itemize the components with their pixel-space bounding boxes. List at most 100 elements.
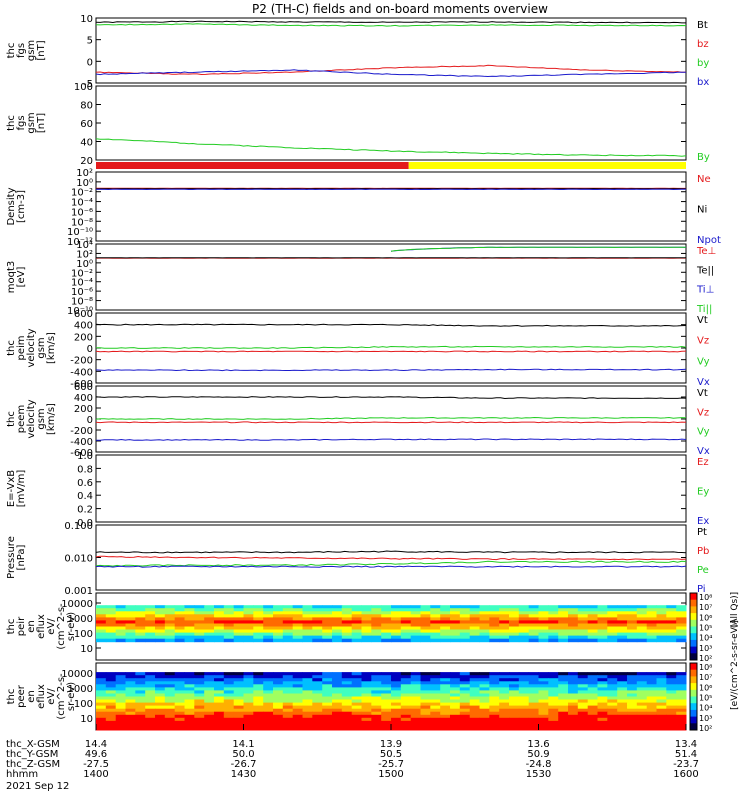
- heat-cell: [302, 626, 313, 630]
- heat-cell: [332, 635, 343, 640]
- heat-cell: [194, 690, 205, 694]
- heat-cell: [155, 611, 166, 615]
- heat-cell: [273, 638, 284, 643]
- heat-cell: [253, 690, 264, 694]
- heat-cell: [518, 681, 530, 685]
- heat-cell: [420, 714, 431, 719]
- heat-cell: [469, 699, 480, 703]
- heat-cell: [312, 675, 323, 679]
- heat-cell: [381, 675, 392, 679]
- x-tick-label: 1530: [526, 769, 551, 780]
- heat-cell: [430, 717, 441, 722]
- heat-cell: [587, 620, 598, 624]
- heat-cell: [322, 614, 333, 618]
- heat-cell: [322, 672, 333, 676]
- series-Vy: [95, 416, 687, 420]
- heat-cell: [597, 720, 608, 725]
- heat-cell: [145, 672, 156, 676]
- heat-cell: [636, 672, 648, 676]
- heat-cell: [263, 614, 274, 618]
- heat-cell: [440, 638, 451, 643]
- heat-cell: [676, 696, 687, 700]
- heat-cell: [145, 717, 156, 722]
- x-tick-label: 51.4: [675, 749, 697, 760]
- heat-cell: [577, 605, 589, 609]
- heat-cell: [479, 635, 490, 640]
- heat-cell: [253, 714, 264, 719]
- heat-cell: [420, 723, 431, 728]
- heat-cell: [568, 720, 579, 725]
- heat-cell: [184, 708, 195, 713]
- heat-cell: [302, 681, 313, 685]
- heat-cell: [341, 678, 353, 682]
- heat-cell: [469, 720, 480, 725]
- heat-cell: [125, 632, 136, 637]
- heat-cell: [214, 675, 225, 679]
- heat-cell: [666, 699, 677, 703]
- y-tick-label: 1000: [68, 684, 93, 695]
- heat-cell: [263, 632, 274, 637]
- heat-cell: [479, 711, 490, 716]
- heat-cell: [105, 614, 117, 618]
- heat-cell: [371, 623, 382, 627]
- heat-cell: [145, 696, 156, 700]
- heat-cell: [96, 693, 107, 697]
- heat-cell: [469, 614, 480, 618]
- heat-cell: [597, 723, 608, 728]
- heat-cell: [518, 717, 530, 722]
- heat-cell: [155, 708, 166, 713]
- heat-cell: [400, 693, 412, 697]
- heat-cell: [489, 687, 500, 691]
- heat-cell: [400, 723, 412, 728]
- y-tick-label: -200: [70, 356, 93, 367]
- heat-cell: [204, 720, 215, 725]
- heat-cell: [538, 672, 549, 676]
- heat-cell: [381, 681, 392, 685]
- heat-cell: [194, 614, 205, 618]
- heat-cell: [518, 617, 530, 621]
- heat-cell: [351, 714, 362, 719]
- heat-cell: [656, 605, 667, 609]
- heat-cell: [184, 620, 195, 624]
- heat-cell: [292, 620, 303, 624]
- heat-cell: [233, 626, 244, 630]
- heat-cell: [105, 611, 117, 615]
- heat-cell: [587, 626, 598, 630]
- heat-cell: [499, 708, 510, 713]
- y-axis-label: eV/: [46, 688, 57, 705]
- heat-cell: [115, 678, 126, 682]
- y-axis-label: E=-VxB: [6, 470, 17, 507]
- heat-cell: [204, 696, 215, 700]
- heat-cell: [509, 675, 520, 679]
- heat-cell: [479, 690, 490, 694]
- heat-cell: [341, 684, 353, 688]
- heat-cell: [597, 690, 608, 694]
- heat-cell: [371, 684, 382, 688]
- heat-cell: [282, 727, 294, 731]
- heat-cell: [164, 693, 176, 697]
- heat-cell: [577, 632, 589, 637]
- heat-cell: [636, 635, 648, 640]
- heat-cell: [646, 684, 657, 688]
- heat-cell: [164, 608, 176, 612]
- heat-cell: [479, 687, 490, 691]
- heat-cell: [194, 675, 205, 679]
- heat-cell: [302, 684, 313, 688]
- heat-cell: [676, 632, 687, 637]
- heat-cell: [135, 614, 146, 618]
- heat-cell: [459, 611, 471, 615]
- heat-cell: [617, 614, 628, 618]
- heat-cell: [518, 614, 530, 618]
- heat-cell: [204, 632, 215, 637]
- heat-cell: [361, 638, 372, 643]
- y-axis-label: sr-eV): [66, 612, 77, 641]
- heat-cell: [164, 635, 176, 640]
- heat-cell: [292, 611, 303, 615]
- heat-cell: [528, 720, 539, 725]
- heat-cell: [676, 705, 687, 710]
- heat-cell: [400, 626, 412, 630]
- heat-cell: [597, 672, 608, 676]
- heat-cell: [292, 702, 303, 707]
- heat-cell: [125, 611, 136, 615]
- heat-cell: [223, 672, 235, 676]
